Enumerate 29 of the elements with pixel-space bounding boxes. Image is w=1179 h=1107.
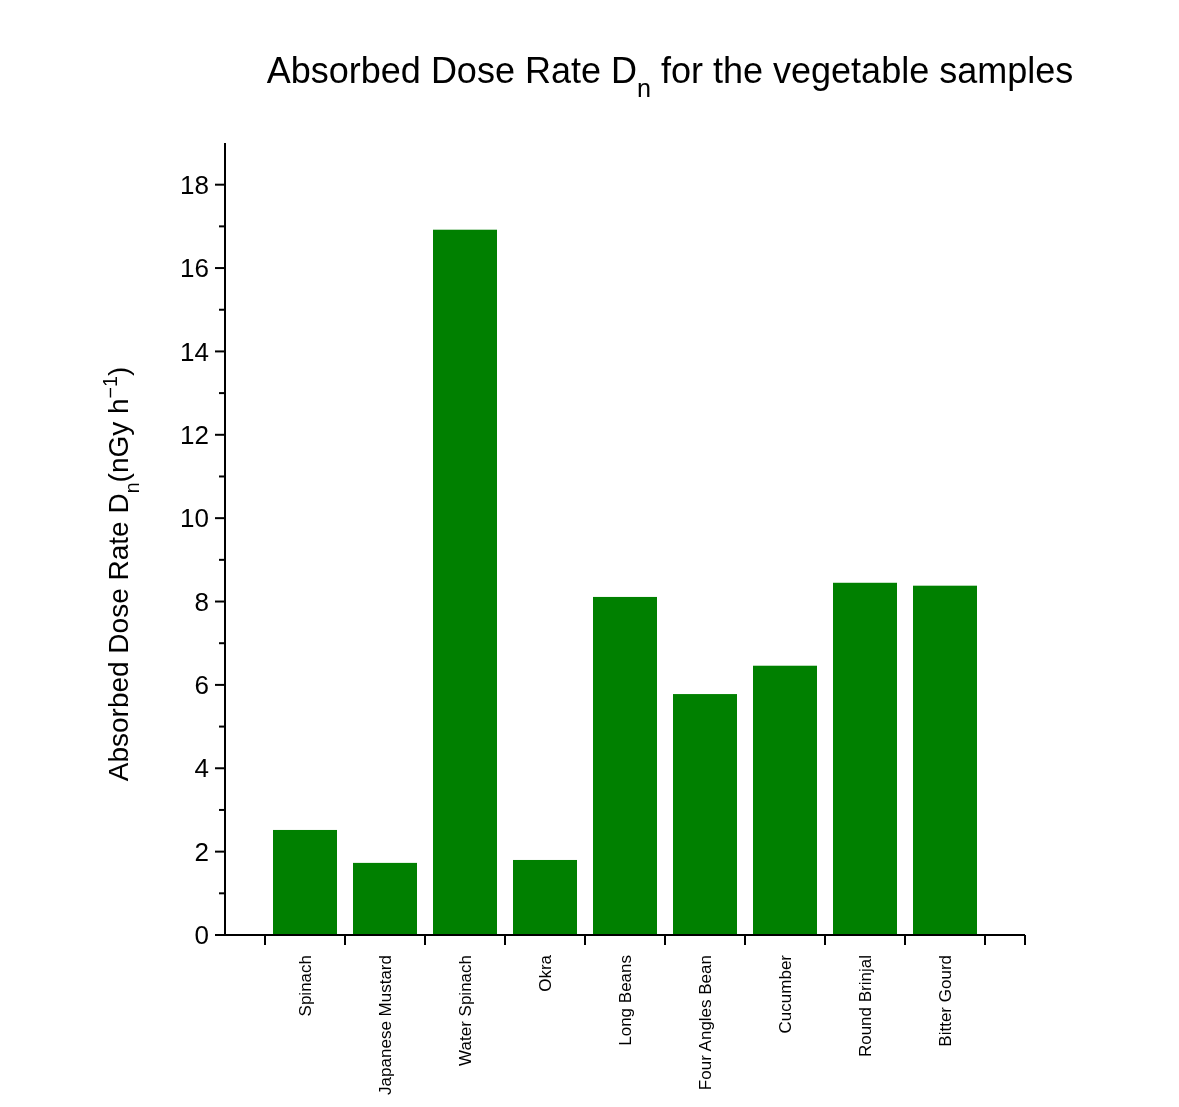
y-tick-label: 16 — [180, 253, 209, 284]
bar — [673, 694, 737, 935]
x-tick-label: Spinach — [296, 955, 315, 1017]
bar — [913, 585, 977, 935]
bar — [833, 582, 897, 935]
bar — [593, 596, 657, 935]
chart-title: Absorbed Dose Rate D$_{n}$ for the vegetable samples — [266, 50, 1074, 102]
x-tick-label: Four Angles Bean — [696, 955, 715, 1091]
y-tick-label: 12 — [180, 419, 209, 450]
bar — [513, 859, 577, 935]
y-tick-label: 0 — [194, 920, 209, 951]
y-tick-label: 2 — [194, 836, 209, 867]
x-tick-label: Cucumber — [776, 954, 795, 1034]
x-tick-label: Okra — [536, 954, 555, 992]
x-tick-label: Long Beans — [616, 955, 635, 1046]
bar — [273, 829, 337, 935]
y-tick-label: 14 — [180, 336, 209, 367]
bar — [353, 862, 417, 935]
x-tick-label: Round Brinjal — [856, 955, 875, 1058]
y-tick-label: 6 — [194, 669, 209, 700]
y-tick-label: 18 — [180, 169, 209, 200]
x-tick-label: Bitter Gourd — [936, 955, 955, 1047]
x-tick-label: Japanese Mustard — [376, 955, 395, 1095]
bar — [433, 229, 497, 935]
y-tick-label: 4 — [194, 753, 209, 784]
bar — [753, 665, 817, 935]
y-tick-label: 8 — [194, 586, 209, 617]
y-tick-label: 10 — [180, 503, 209, 534]
x-tick-label: Water Spinach — [456, 955, 475, 1066]
